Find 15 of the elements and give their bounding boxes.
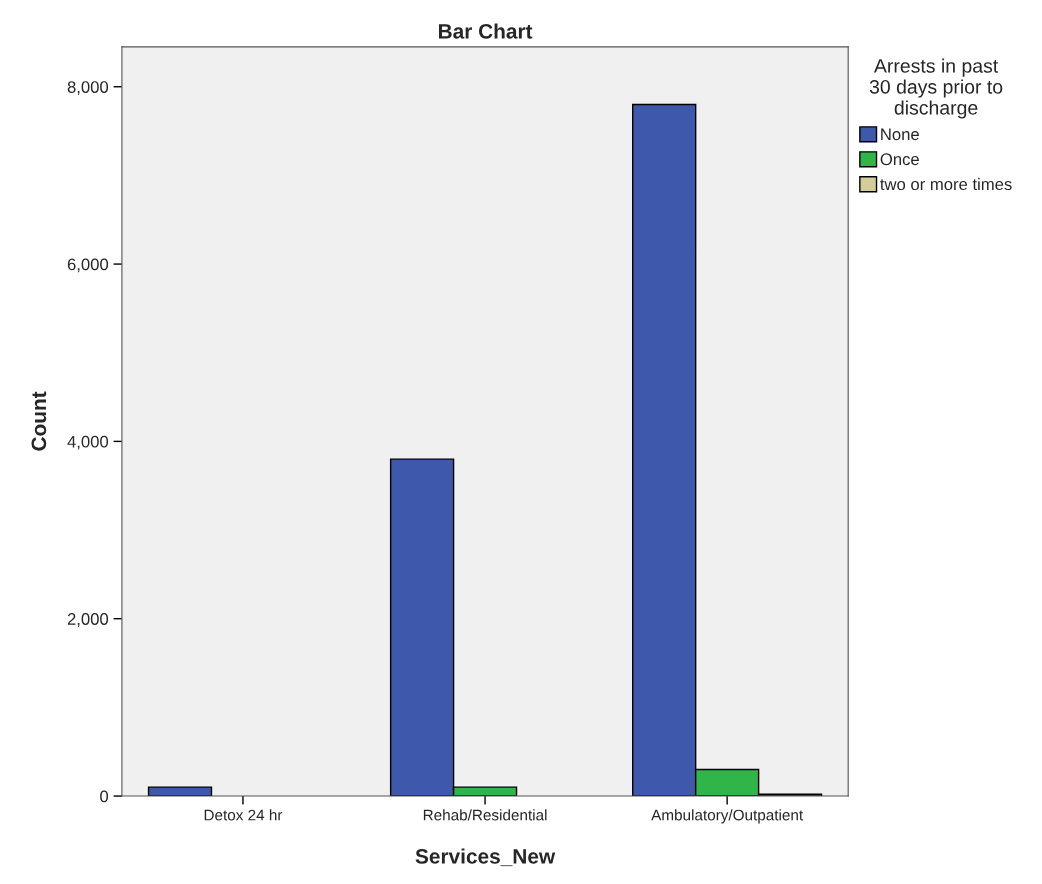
- legend-label: None: [881, 128, 919, 141]
- y-tick-label: 8,000: [67, 81, 109, 95]
- y-tick-label: 6,000: [67, 258, 109, 273]
- x-tick-label: Ambulatory/Outpatient: [651, 809, 804, 824]
- legend-label: two or more times: [880, 177, 1012, 191]
- x-tick-label: Detox 24 hr: [204, 809, 283, 821]
- y-tick-label: 2,000: [67, 613, 109, 627]
- x-tick-label: Rehab/Residential: [423, 809, 547, 821]
- legend-title: Arrests in past 30 days prior to discharge: [869, 58, 1003, 119]
- legend-label: Once: [880, 153, 919, 166]
- chart-title: Bar Chart: [438, 23, 533, 39]
- y-tick-label: 4,000: [67, 435, 109, 450]
- y-axis-title: Count: [31, 391, 47, 451]
- x-axis-title: Services_New: [415, 848, 556, 867]
- y-tick-label: 0: [100, 790, 109, 803]
